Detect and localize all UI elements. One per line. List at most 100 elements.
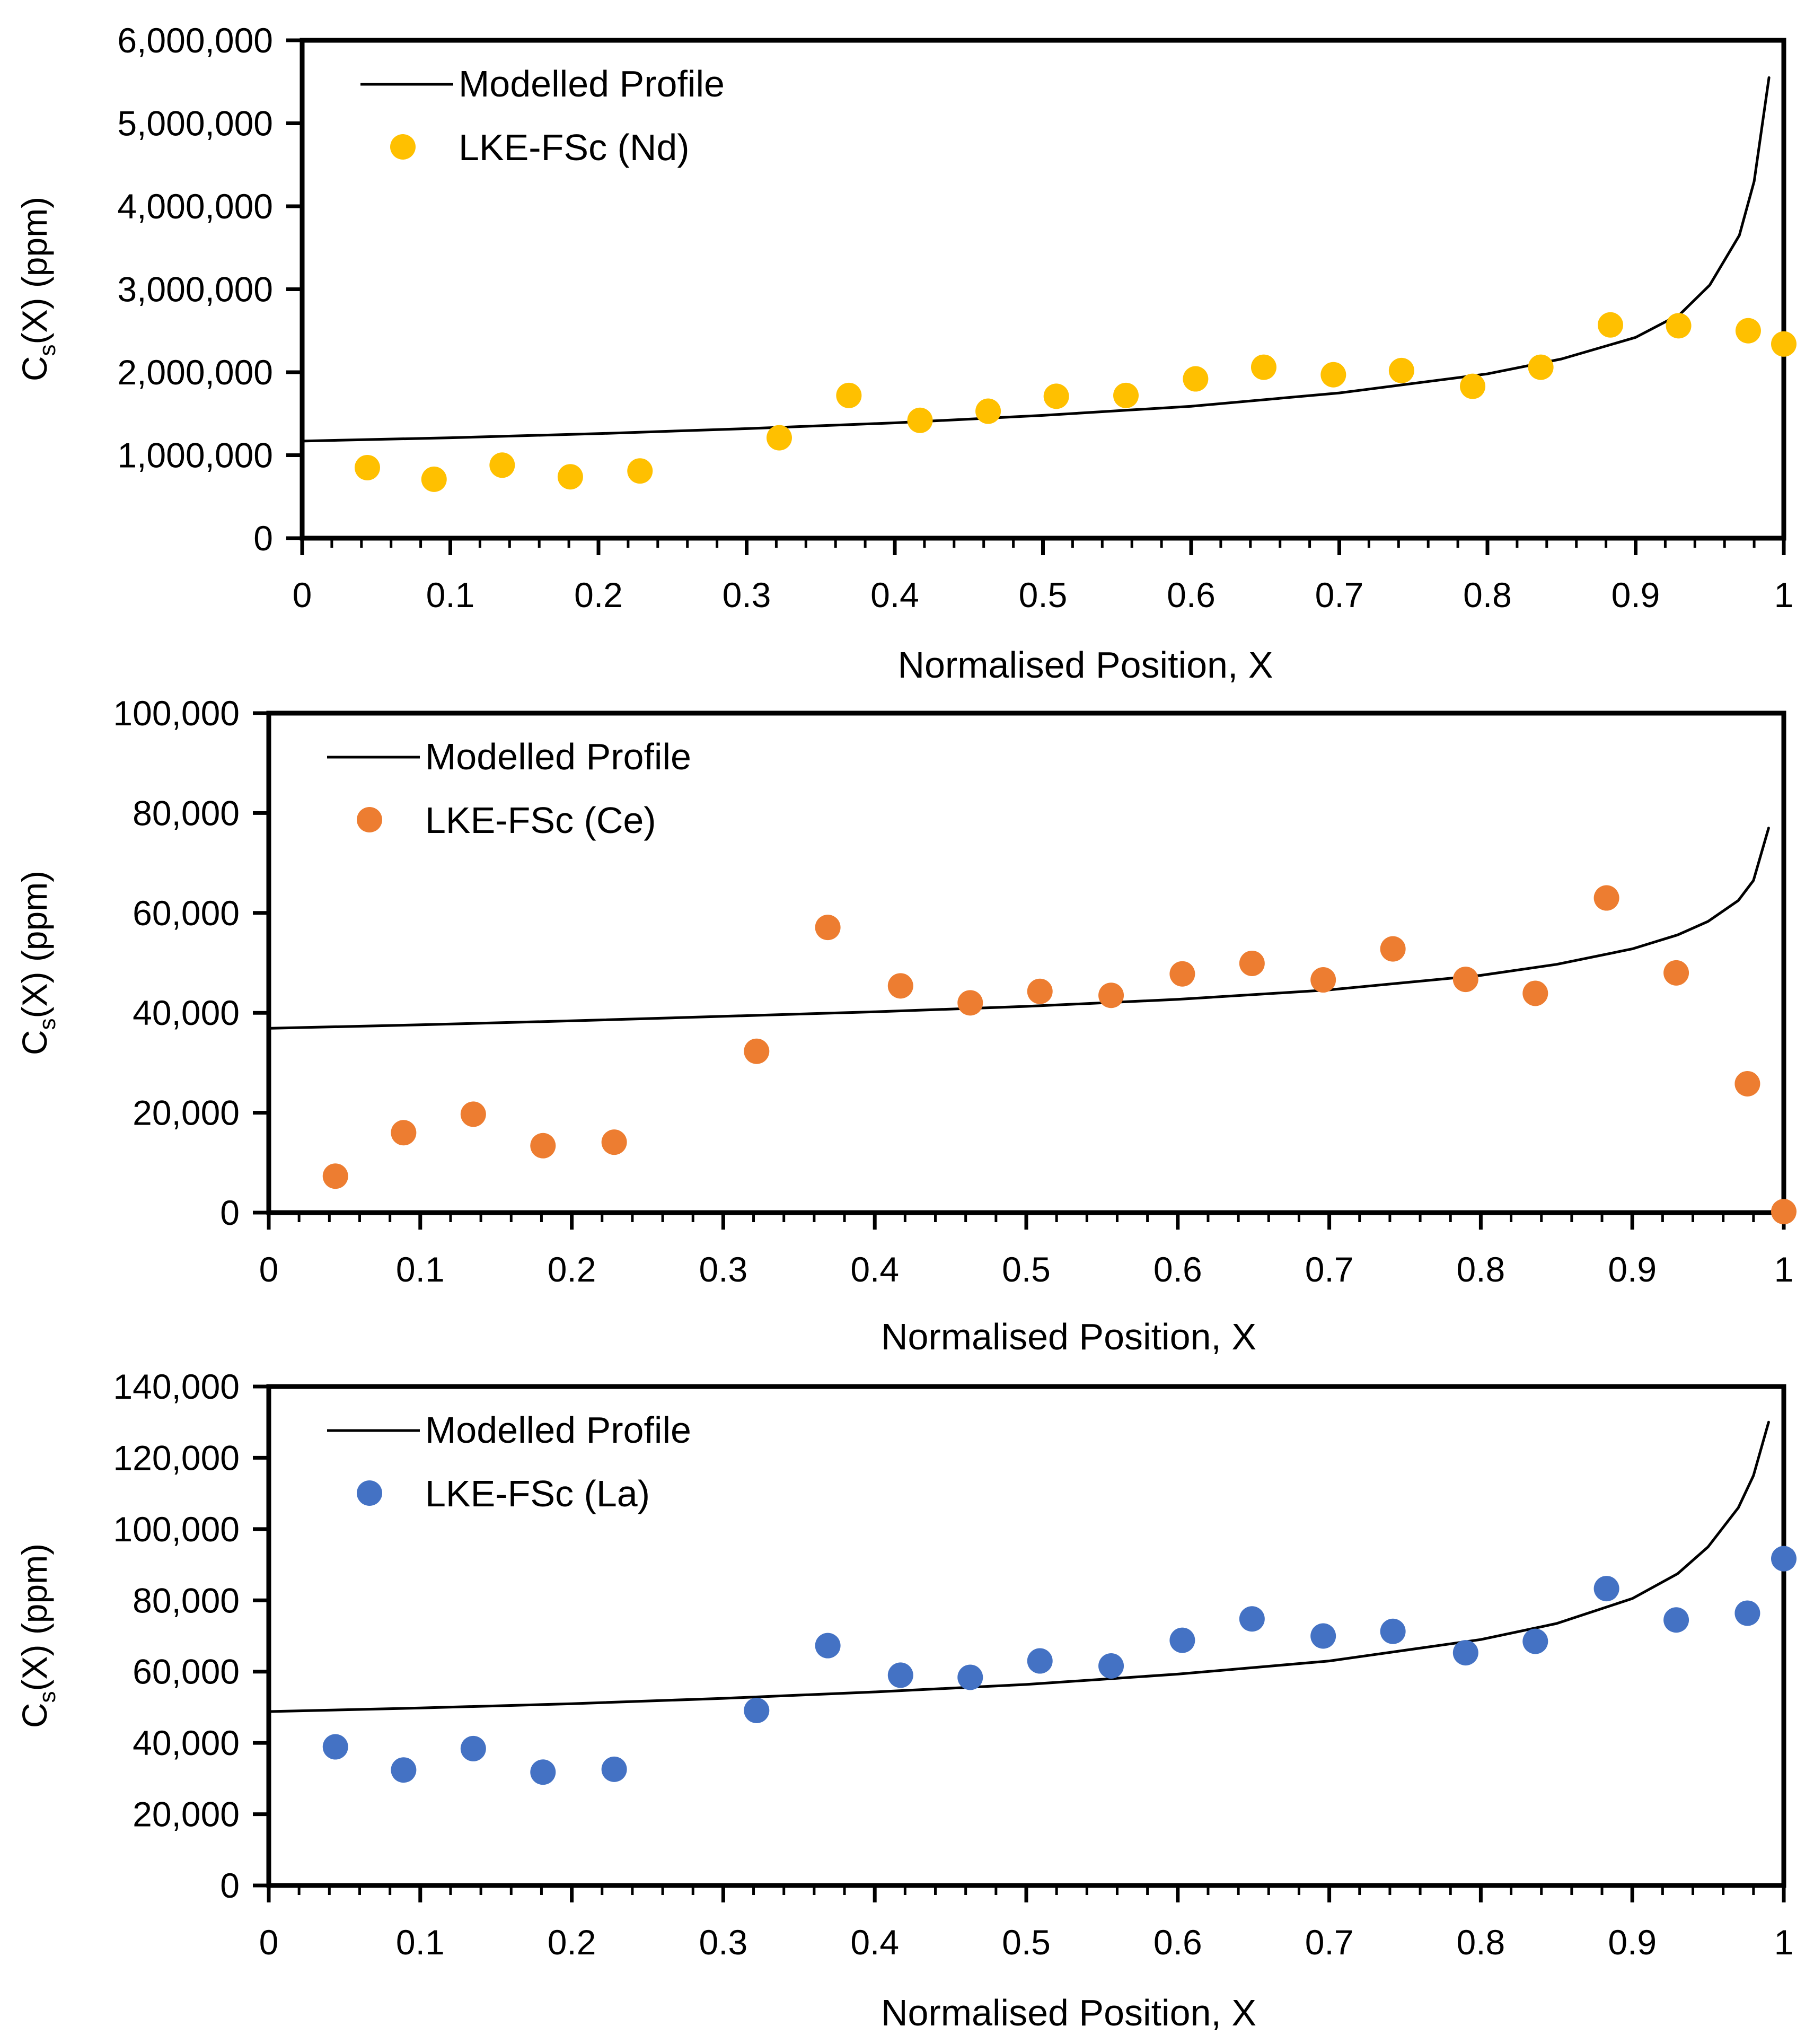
y-axis-title-rest: (X) (ppm) (15, 1543, 54, 1691)
data-point (1239, 950, 1265, 976)
data-point (1666, 313, 1692, 339)
y-axis-title-main: C (15, 356, 54, 382)
x-tick-label: 0.1 (426, 575, 475, 615)
legend-label-data: LKE-FSc (Nd) (459, 127, 690, 168)
data-point (530, 1133, 556, 1159)
y-tick-label: 4,000,000 (117, 187, 273, 226)
x-tick-label: 0 (259, 1250, 279, 1289)
data-point (1043, 383, 1069, 409)
x-tick-label: 0.6 (1153, 1250, 1202, 1289)
data-point (601, 1129, 627, 1155)
plot-frame (300, 38, 1786, 541)
data-point (1380, 936, 1406, 962)
data-points-series (354, 312, 1797, 492)
data-points-series (322, 1546, 1797, 1785)
y-tick-label: 100,000 (113, 694, 240, 733)
data-point (1593, 885, 1619, 911)
data-point (887, 1662, 913, 1688)
legend-marker-swatch (357, 1480, 382, 1506)
x-tick-label: 0.2 (548, 1923, 596, 1962)
y-tick-label: 0 (220, 1193, 240, 1232)
data-point (1380, 1618, 1406, 1644)
data-point (836, 382, 862, 408)
y-axis-title-rest: (X) (ppm) (15, 197, 54, 345)
x-tick-label: 0.5 (1002, 1923, 1051, 1962)
y-tick-label: 100,000 (113, 1510, 240, 1549)
data-point (1460, 373, 1486, 399)
y-tick-label: 20,000 (133, 1093, 240, 1133)
legend-label-modelled: Modelled Profile (425, 1409, 691, 1451)
data-point (1593, 1576, 1619, 1602)
x-tick-label: 0.8 (1457, 1250, 1505, 1289)
y-tick-label: 60,000 (133, 893, 240, 933)
data-point (975, 398, 1001, 424)
legend-label-data: LKE-FSc (La) (425, 1473, 650, 1514)
data-point (627, 458, 653, 484)
x-tick-label: 0.4 (850, 1923, 899, 1962)
y-axis-title: Cs(X) (ppm) (15, 871, 60, 1055)
x-tick-label: 0.2 (574, 575, 623, 615)
x-tick-label: 0.6 (1153, 1923, 1202, 1962)
y-tick-label: 5,000,000 (117, 104, 273, 143)
legend: Modelled Profile LKE-FSc (Ce) (327, 736, 691, 841)
x-tick-label: 1 (1774, 575, 1794, 615)
data-point (1771, 1546, 1797, 1572)
data-point (1169, 1627, 1195, 1653)
x-tick-label: 0 (259, 1923, 279, 1962)
x-tick-label: 0.2 (548, 1250, 596, 1289)
data-point (322, 1734, 348, 1760)
legend-marker-swatch (390, 134, 416, 160)
x-tick-label: 0.9 (1608, 1923, 1657, 1962)
data-point (1522, 1628, 1548, 1654)
x-axis: 0 0.1 0.2 0.3 0.4 0.5 0.6 0.7 0.8 0.9 1 (259, 1885, 1794, 1962)
x-tick-label: 0.9 (1612, 575, 1660, 615)
data-points-series (322, 885, 1797, 1225)
y-tick-label: 140,000 (113, 1367, 240, 1406)
data-point (1098, 1653, 1124, 1679)
y-axis-title-sub: s (34, 345, 60, 356)
x-tick-label: 1 (1774, 1923, 1794, 1962)
x-tick-label: 0.5 (1002, 1250, 1051, 1289)
x-tick-label: 1 (1774, 1250, 1794, 1289)
x-tick-label: 0.5 (1019, 575, 1068, 615)
x-tick-label: 0.9 (1608, 1250, 1657, 1289)
data-point (322, 1163, 348, 1189)
modelled-profile-line (301, 76, 1771, 443)
data-point (489, 452, 515, 478)
legend: Modelled Profile LKE-FSc (Nd) (360, 63, 725, 168)
x-tick-label: 0.6 (1167, 575, 1216, 615)
data-point (815, 915, 841, 941)
data-point (530, 1759, 556, 1785)
y-tick-label: 6,000,000 (117, 21, 273, 60)
data-point (1663, 960, 1689, 986)
data-point (1239, 1606, 1265, 1632)
data-point (1452, 1640, 1478, 1666)
x-tick-label: 0.8 (1457, 1923, 1505, 1962)
y-axis-title-sub: s (34, 1691, 60, 1703)
data-point (957, 990, 983, 1016)
data-point (1734, 1071, 1760, 1096)
legend-label-data: LKE-FSc (Ce) (425, 800, 656, 841)
y-tick-label: 20,000 (133, 1795, 240, 1834)
y-tick-label: 40,000 (133, 993, 240, 1032)
y-tick-label: 60,000 (133, 1652, 240, 1691)
modelled-profile-line (267, 827, 1770, 1030)
y-axis-title-sub: s (34, 1019, 60, 1030)
y-axis: 0 20,000 40,000 60,000 80,000 100,000 (113, 694, 269, 1232)
x-tick-label: 0.3 (699, 1923, 748, 1962)
data-point (1528, 354, 1554, 380)
legend: Modelled Profile LKE-FSc (La) (327, 1409, 691, 1514)
data-point (766, 425, 792, 451)
data-point (887, 973, 913, 999)
x-axis-title: Normalised Position, X (881, 1316, 1256, 1357)
data-point (1113, 382, 1139, 408)
data-point (1027, 978, 1053, 1004)
plot-frame (266, 1384, 1786, 1888)
y-axis-title-main: C (15, 1703, 54, 1729)
y-axis-title: Cs(X) (ppm) (15, 1543, 60, 1728)
data-point (907, 407, 933, 433)
data-point (1735, 318, 1761, 344)
data-point (391, 1120, 417, 1146)
